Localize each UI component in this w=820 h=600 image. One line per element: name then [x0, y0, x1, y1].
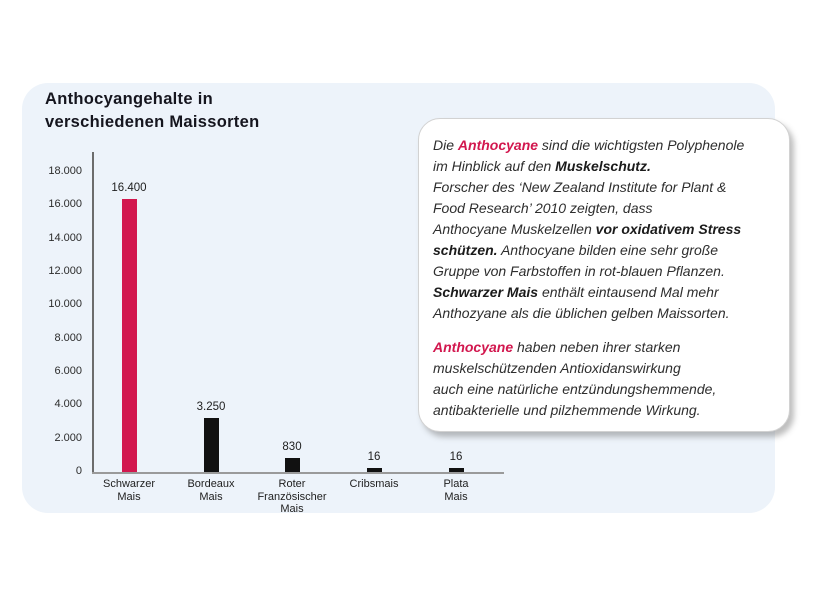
info-text-accent: Anthocyane [433, 339, 514, 355]
info-line: Die Anthocyane sind die wichtigsten Poly… [433, 135, 777, 156]
category-label-plata-mais: Plata Mais [443, 478, 469, 503]
y-tick-label: 10.000 [48, 298, 82, 311]
info-text: muskelschützenden Antioxidanswirkung [433, 360, 681, 376]
info-line: Anthozyane als die üblichen gelben Maiss… [433, 303, 777, 324]
info-text: Die [433, 137, 458, 153]
info-box: Die Anthocyane sind die wichtigsten Poly… [418, 118, 790, 432]
y-tick-label: 16.000 [48, 198, 82, 211]
category-label-cribsmais: Cribsmais [349, 478, 399, 490]
y-tick-label: 14.000 [48, 231, 82, 244]
chart-title: Anthocyangehalte in verschiedenen Maisso… [45, 90, 260, 131]
info-text: Gruppe von Farbstoffen in rot-blauen Pfl… [433, 263, 725, 279]
bar-roter-franz-sischer-mais [284, 458, 300, 472]
y-tick-label: 2.000 [54, 431, 82, 444]
info-line: antibakterielle und pilzhemmende Wirkung… [433, 400, 777, 421]
y-axis-line [92, 152, 94, 474]
info-text: Anthocyane Muskelzellen [433, 221, 596, 237]
y-tick-label: 12.000 [48, 265, 82, 277]
value-label-schwarzer-mais: 16.400 [111, 181, 147, 194]
info-text: Anthocyane bilden eine sehr große [497, 242, 719, 258]
info-text: Food Research’ 2010 zeigten, dass [433, 200, 653, 216]
info-text-accent: Anthocyane [457, 137, 539, 153]
info-text: antibakterielle und pilzhemmende Wirkung… [433, 402, 701, 418]
info-text: enthält eintausend Mal mehr [538, 284, 719, 300]
value-label-plata-mais: 16 [449, 451, 463, 463]
info-line: auch eine natürliche entzündungshemmende… [433, 379, 777, 400]
y-tick-label: 18.000 [48, 165, 82, 177]
info-line: im Hinblick auf den Muskelschutz. [433, 156, 777, 177]
y-tick-label: 0 [75, 465, 82, 477]
info-paragraph: Anthocyane haben neben ihrer starken musk… [433, 337, 777, 421]
info-text-bold: Muskelschutz. [555, 158, 651, 174]
category-label-bordeaux-mais: Bordeaux Mais [187, 478, 235, 503]
info-text-bold: schützen. [433, 242, 498, 258]
bar-cribsmais [366, 468, 382, 472]
value-label-cribsmais: 16 [367, 451, 381, 463]
info-text: sind die wichtigsten Polyphenole [538, 137, 745, 153]
info-line: Anthocyane Muskelzellen vor oxidativem S… [433, 219, 777, 240]
info-line: muskelschützenden Antioxidanswirkung [433, 358, 777, 379]
y-tick-label: 4.000 [54, 398, 82, 411]
info-line: Schwarzer Mais enthält eintausend Mal me… [433, 282, 777, 303]
info-line: Forscher des ‘New Zealand Institute for … [433, 177, 777, 198]
bar-bordeaux-mais [203, 417, 219, 472]
info-text: Anthozyane als die üblichen gelben Maiss… [433, 305, 730, 321]
info-line: schützen. Anthocyane bilden eine sehr gr… [433, 240, 777, 261]
info-line: Food Research’ 2010 zeigten, dass [433, 198, 777, 219]
category-label-roter-franz-sischer-mais: Roter Französischer Mais [257, 478, 327, 515]
info-text: auch eine natürliche entzündungshemmende… [433, 381, 717, 397]
info-line: Gruppe von Farbstoffen in rot-blauen Pfl… [433, 261, 777, 282]
y-tick-label: 6.000 [54, 365, 82, 377]
info-line: Anthocyane haben neben ihrer starken [433, 337, 777, 358]
info-text: im Hinblick auf den [433, 158, 556, 174]
info-text: Forscher des ‘New Zealand Institute for … [433, 179, 727, 195]
category-label-schwarzer-mais: Schwarzer Mais [103, 478, 155, 503]
value-label-bordeaux-mais: 3.250 [196, 400, 226, 413]
x-axis-line [92, 472, 504, 474]
y-tick-label: 8.000 [54, 331, 82, 344]
info-text-bold: Schwarzer Mais [433, 284, 539, 300]
bar-schwarzer-mais [121, 198, 137, 472]
info-text-bold: vor oxidativem Stress [595, 221, 742, 237]
value-label-roter-franz-sischer-mais: 830 [282, 441, 302, 454]
info-paragraph: Die Anthocyane sind die wichtigsten Poly… [433, 135, 777, 324]
bar-plata-mais [448, 468, 464, 472]
info-text: haben neben ihrer starken [513, 339, 681, 355]
